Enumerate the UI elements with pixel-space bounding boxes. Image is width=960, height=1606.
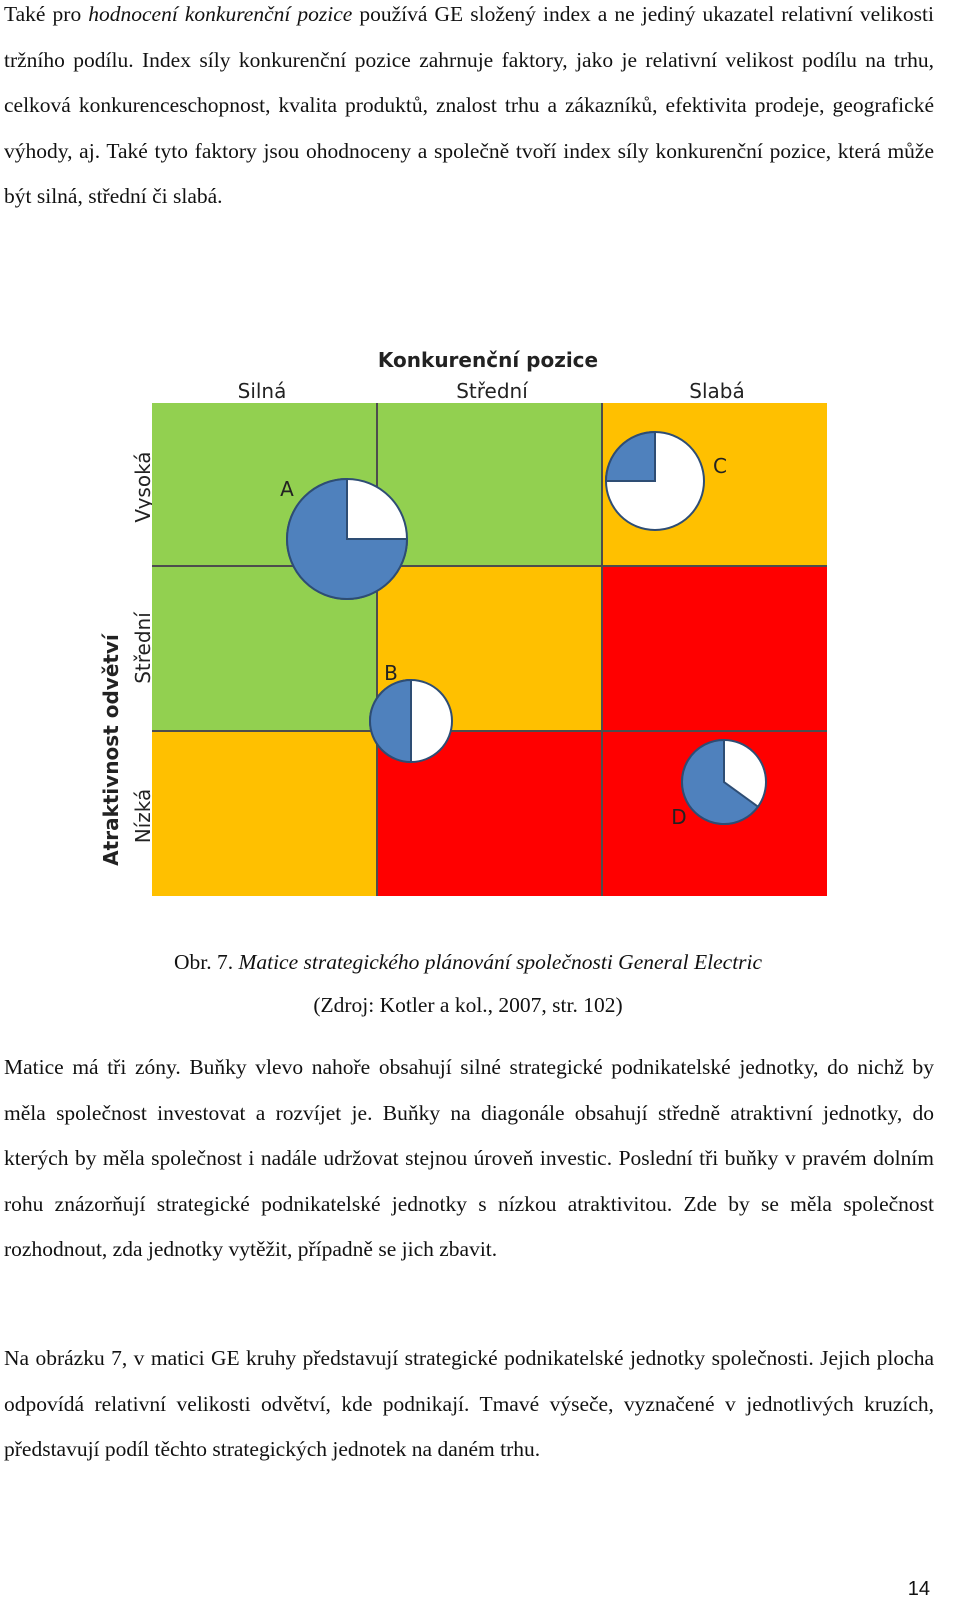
pie-unit-c-label: C: [713, 454, 727, 478]
pie-unit-d-label: D: [671, 805, 686, 829]
paragraph-circles-explanation: Na obrázku 7, v matici GE kruhy představ…: [4, 1346, 934, 1461]
page-number: 14: [907, 1578, 930, 1600]
cell-medium-weak: [602, 566, 827, 731]
paragraph-text: Také pro: [4, 2, 89, 26]
paragraph-matrix-zones: Matice má tři zóny. Buňky vlevo nahoře o…: [4, 1055, 934, 1261]
paragraph-text: používá GE složený index a ne jediný uka…: [4, 2, 934, 208]
row-label-high: Vysoká: [131, 451, 155, 522]
ge-matrix-figure: Konkurenční pozice Silná Střední Slabá A…: [99, 348, 827, 896]
pie-unit-d-share: [681, 738, 760, 825]
pie-unit-b: B: [369, 661, 453, 764]
pie-unit-a-share: [286, 477, 409, 600]
matrix-grid: [152, 403, 827, 896]
cell-low-strong: [152, 731, 377, 896]
figure-source: (Zdroj: Kotler a kol., 2007, str. 102): [313, 993, 623, 1017]
column-label-strong: Silná: [238, 379, 287, 403]
caption-title: Matice strategického plánování společnos…: [238, 950, 763, 974]
pie-unit-b-label: B: [384, 661, 398, 685]
column-label-medium: Střední: [456, 379, 529, 403]
pie-unit-c-share: [604, 430, 656, 482]
paragraph-competitive-position: Také pro hodnocení konkurenční pozice po…: [4, 0, 934, 220]
row-label-medium: Střední: [131, 611, 155, 684]
column-label-weak: Slabá: [689, 379, 744, 403]
row-label-low: Nízká: [131, 789, 155, 844]
pie-unit-a: A: [280, 477, 409, 600]
paragraph-italic-term: hodnocení konkurenční pozice: [88, 2, 353, 26]
pie-unit-b-share: [369, 678, 412, 764]
matrix-title: Konkurenční pozice: [378, 348, 598, 372]
figure-caption: Obr. 7. Matice strategického plánování s…: [0, 950, 936, 975]
caption-prefix: Obr. 7.: [173, 950, 239, 974]
y-axis-title: Atraktivnost odvětví: [99, 633, 123, 866]
pie-unit-c: C: [604, 430, 727, 531]
pie-unit-a-label: A: [280, 477, 294, 501]
pie-unit-d: D: [671, 738, 767, 829]
cell-high-medium: [377, 403, 602, 566]
